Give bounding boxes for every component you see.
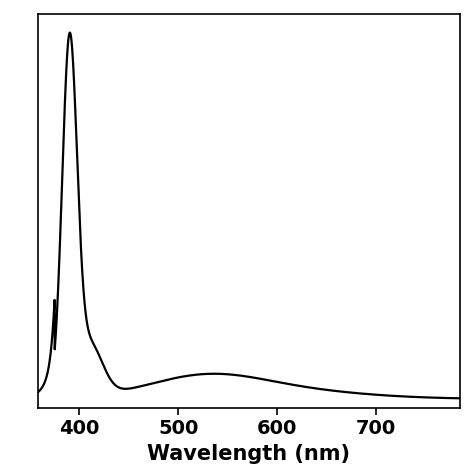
X-axis label: Wavelength (nm): Wavelength (nm) (147, 444, 350, 464)
